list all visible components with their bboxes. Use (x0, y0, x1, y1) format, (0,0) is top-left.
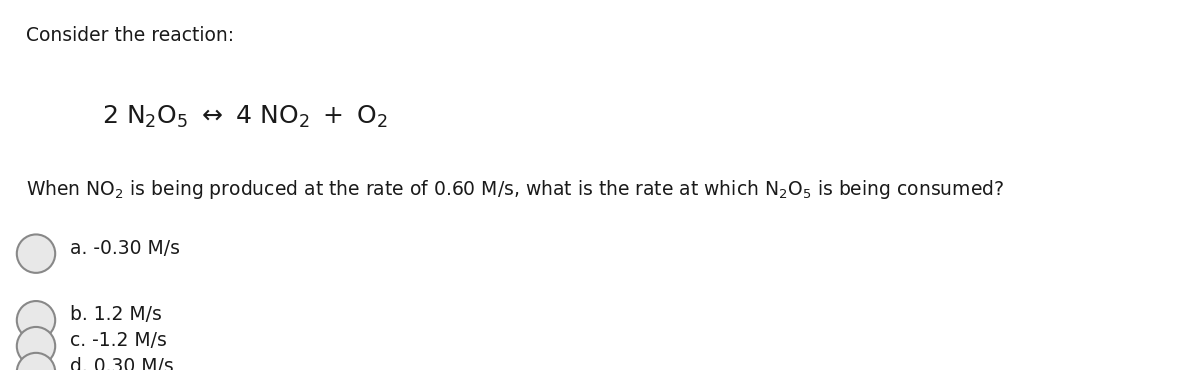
Text: $\mathregular{2\ N_2O_5\ \leftrightarrow\ 4\ NO_2\ +\ O_2}$: $\mathregular{2\ N_2O_5\ \leftrightarrow… (102, 104, 388, 130)
Text: d. 0.30 M/s: d. 0.30 M/s (70, 357, 173, 370)
Text: Consider the reaction:: Consider the reaction: (26, 26, 234, 45)
Text: c. -1.2 M/s: c. -1.2 M/s (70, 331, 167, 350)
Text: b. 1.2 M/s: b. 1.2 M/s (70, 305, 162, 324)
Text: a. -0.30 M/s: a. -0.30 M/s (70, 239, 180, 258)
Text: When $\mathregular{NO_2}$ is being produced at the rate of 0.60 M/s, what is the: When $\mathregular{NO_2}$ is being produ… (26, 178, 1004, 201)
